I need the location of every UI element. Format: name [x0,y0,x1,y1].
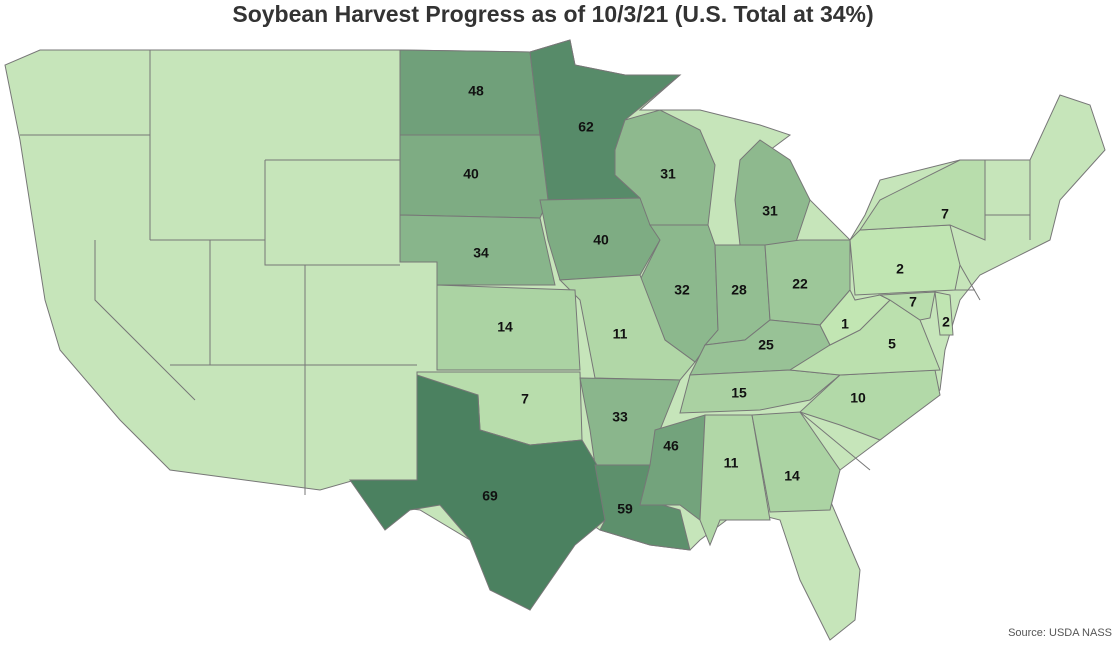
state-value-label: 5 [888,336,896,352]
state-value-label: 32 [674,282,690,298]
state-value-label: 14 [497,319,513,335]
state-borders [20,50,1031,495]
state-value-label: 34 [473,245,489,261]
state [436,284,581,371]
state-value-label: 25 [758,337,774,353]
state-value-label: 40 [463,166,479,182]
state-value-label: 11 [613,326,628,342]
state-value-label: 7 [521,391,529,407]
state [734,139,811,246]
state-value-label: 40 [593,232,609,248]
state-value-label: 28 [731,282,747,298]
state-value-label: 2 [942,314,950,330]
state-value-label: 2 [896,261,904,277]
state-value-label: 7 [909,294,917,310]
map-title: Soybean Harvest Progress as of 10/3/21 (… [232,1,873,27]
state-value-label: 62 [578,119,594,135]
state-value-label: 14 [784,468,800,484]
state [849,224,961,296]
state-value-label: 1 [841,316,849,332]
state-value-label: 22 [792,276,808,292]
state [558,274,696,381]
state-value-label: 46 [663,438,679,454]
state-value-label: 48 [468,83,484,99]
state-value-label: 59 [617,501,633,517]
state-value-label: 31 [762,203,778,219]
state [859,159,986,241]
source-note: Source: USDA NASS [1008,627,1112,639]
state-value-label: 31 [660,166,676,182]
state-value-label: 7 [941,206,949,222]
state-value-label: 33 [612,409,628,425]
state [934,291,954,336]
state-value-label: 10 [850,390,866,406]
state [751,411,841,513]
state-value-label: 11 [724,455,739,471]
state [878,291,936,321]
state [349,374,606,611]
state-value-label: 69 [482,488,498,504]
state-value-label: 15 [731,385,747,401]
